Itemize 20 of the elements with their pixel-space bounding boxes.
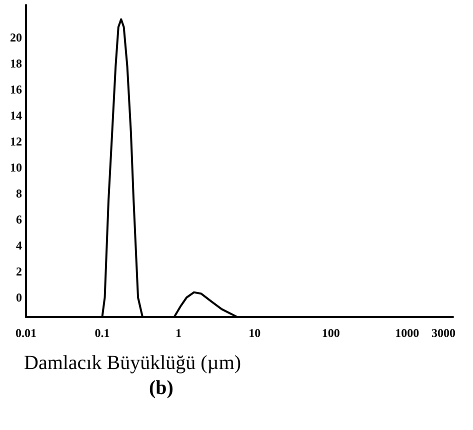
y-tick-label: 6	[16, 212, 22, 226]
y-tick-label: 12	[10, 134, 22, 148]
y-tick-label: 14	[10, 108, 22, 122]
x-tick-label: 0.1	[94, 326, 110, 340]
y-tick-label: 20	[10, 30, 22, 44]
y-tick-label: 10	[10, 160, 22, 174]
x-tick-label: 1000	[395, 326, 420, 340]
y-tick-label: 8	[16, 186, 22, 200]
x-tick-label: 1	[175, 326, 182, 340]
y-tick-label: 4	[16, 238, 22, 252]
x-tick-label: 0.01	[16, 326, 36, 340]
y-tick-label: 2	[16, 264, 22, 278]
x-tick-label: 3000	[431, 326, 456, 340]
text: (b)	[149, 377, 174, 399]
y-tick-label: 0	[16, 290, 22, 304]
y-tick-label: 18	[10, 56, 22, 70]
x-tick-label: 10	[248, 326, 261, 340]
x-axis-title: Damlacık Büyüklüğü (µm)	[24, 352, 242, 374]
x-tick-label: 100	[322, 326, 340, 340]
y-tick-label: 16	[10, 82, 22, 96]
